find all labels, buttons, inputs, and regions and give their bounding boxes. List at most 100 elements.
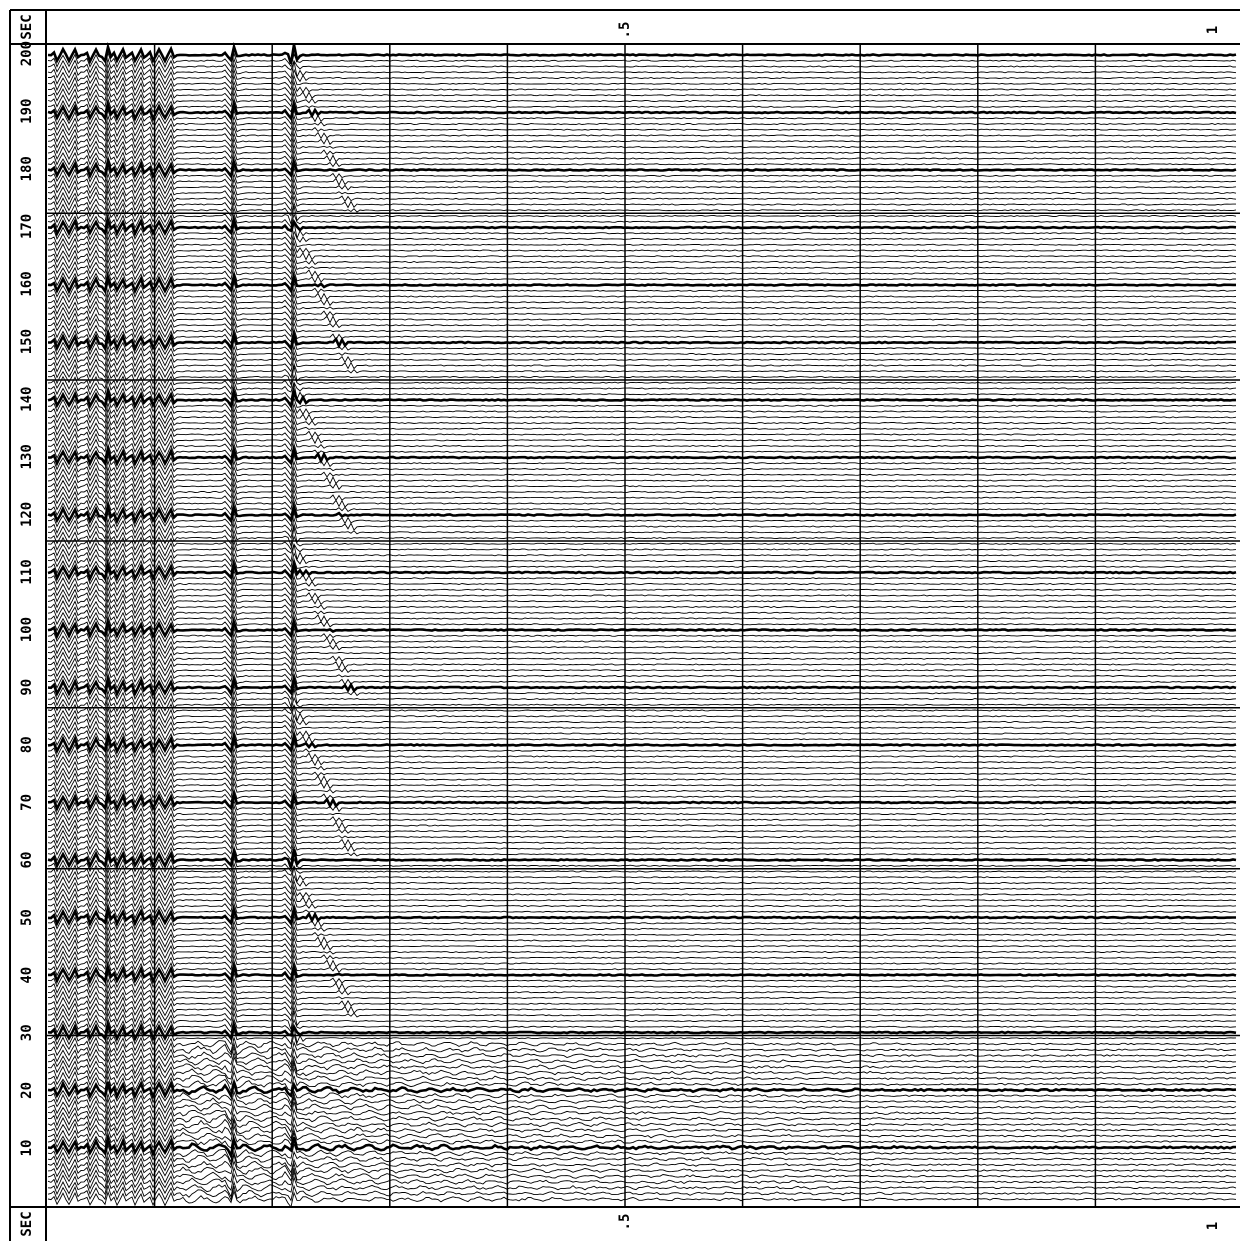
seismic-trace: [47, 90, 1237, 109]
seismic-trace: [47, 499, 1237, 517]
seismic-trace: [47, 1175, 1237, 1198]
seismic-trace: [48, 961, 1237, 985]
seismic-trace: [47, 1154, 1237, 1174]
seismic-trace: [47, 936, 1236, 954]
trace-label: 40: [19, 967, 35, 984]
seismic-trace: [47, 602, 1237, 620]
seismic-trace: [47, 982, 1237, 1000]
seismic-trace: [47, 534, 1237, 552]
seismic-trace: [48, 329, 1236, 352]
seismic-trace: [47, 798, 1237, 816]
seismic-trace: [48, 79, 1236, 98]
seismic-trace: [47, 855, 1237, 874]
seismic-trace: [47, 221, 1237, 241]
seismic-trace: [47, 838, 1237, 856]
seismic-trace: [47, 327, 1237, 345]
seismic-trace: [47, 660, 1237, 678]
seismic-trace: [47, 1045, 1237, 1066]
seismic-trace: [47, 344, 1237, 362]
seismic-trace: [47, 137, 1237, 155]
seismic-trace: [47, 740, 1237, 759]
seismic-trace: [47, 701, 1237, 718]
seismic-trace: [47, 1101, 1237, 1123]
seismic-trace: [47, 453, 1236, 471]
seismic-trace: [47, 559, 1237, 583]
seismic-trace: [47, 866, 1237, 885]
trace-label: 130: [19, 444, 35, 469]
seismic-trace: [47, 585, 1237, 603]
trace-label: 160: [19, 271, 35, 296]
seismic-trace: [47, 252, 1237, 270]
seismic-trace: [47, 195, 1236, 212]
trace-label: 120: [19, 502, 35, 527]
seismic-trace: [47, 444, 1237, 467]
time-label: .5: [617, 22, 633, 39]
seismic-trace: [48, 442, 1236, 460]
seismic-trace: [47, 211, 1237, 229]
seismic-trace: [47, 1159, 1237, 1179]
seismic-trace: [47, 304, 1237, 322]
seismic-trace: [47, 631, 1237, 649]
seismic-trace: [47, 355, 1237, 373]
trace-label: 10: [19, 1140, 35, 1157]
seismic-trace: [47, 705, 1237, 724]
seismic-trace: [47, 810, 1236, 828]
seismic-trace: [47, 465, 1237, 483]
seismic-trace: [47, 712, 1237, 730]
seismic-trace: [47, 568, 1237, 586]
seismic-trace: [47, 815, 1237, 833]
seismic-trace: [47, 166, 1237, 184]
seismic-trace: [47, 597, 1237, 615]
seismic-trace: [47, 401, 1237, 419]
trace-label: 20: [19, 1082, 35, 1099]
seismic-trace: [47, 758, 1237, 776]
seismic-trace: [47, 315, 1237, 333]
seismic-trace: [47, 1124, 1237, 1144]
seismic-trace: [47, 574, 1237, 592]
seismic-trace: [47, 614, 1237, 632]
seismic-trace: [47, 205, 1237, 226]
seismic-trace: [47, 781, 1237, 799]
seismic-trace: [47, 1051, 1237, 1069]
seismic-trace: [47, 1027, 1237, 1046]
seismic-trace: [47, 99, 1237, 123]
seismic-trace: [47, 769, 1237, 787]
seismic-trace: [47, 827, 1237, 845]
seismic-trace: [47, 648, 1237, 667]
seismic-trace: [47, 674, 1237, 698]
time-label: .5: [617, 1214, 633, 1231]
seismic-trace: [47, 431, 1237, 448]
seismic-trace: [47, 959, 1237, 977]
trace-label: 70: [19, 794, 35, 811]
seismic-trace: [47, 1120, 1237, 1140]
seismic-trace: [47, 407, 1237, 425]
seismic-trace: [47, 154, 1237, 172]
seismic-trace: [47, 666, 1237, 684]
seismic-trace: [47, 156, 1237, 180]
seismic-trace: [47, 1115, 1237, 1134]
seismic-trace: [47, 1097, 1237, 1116]
seismic-trace: [47, 902, 1237, 920]
seismic-trace: [47, 310, 1237, 327]
seismic-trace: [47, 539, 1237, 557]
seismic-trace: [47, 688, 1237, 709]
seismic-trace: [48, 1107, 1237, 1127]
trace-label: 30: [19, 1024, 35, 1041]
seismic-trace: [47, 904, 1236, 928]
seismic-trace: [47, 1017, 1237, 1035]
seismic-trace: [47, 298, 1237, 315]
trace-label: 110: [19, 559, 35, 584]
seismic-trace: [47, 994, 1237, 1012]
seismic-trace: [47, 476, 1237, 494]
seismic-trace: [47, 1040, 1237, 1059]
seismic-trace: [47, 879, 1237, 897]
seismic-trace: [48, 752, 1237, 770]
seismic-trace: [47, 436, 1237, 454]
seismic-trace: [47, 85, 1237, 103]
seismic-trace: [47, 271, 1236, 295]
seismic-trace: [47, 1033, 1237, 1054]
seismic-trace: [47, 847, 1237, 870]
seismic-trace: [47, 501, 1237, 525]
